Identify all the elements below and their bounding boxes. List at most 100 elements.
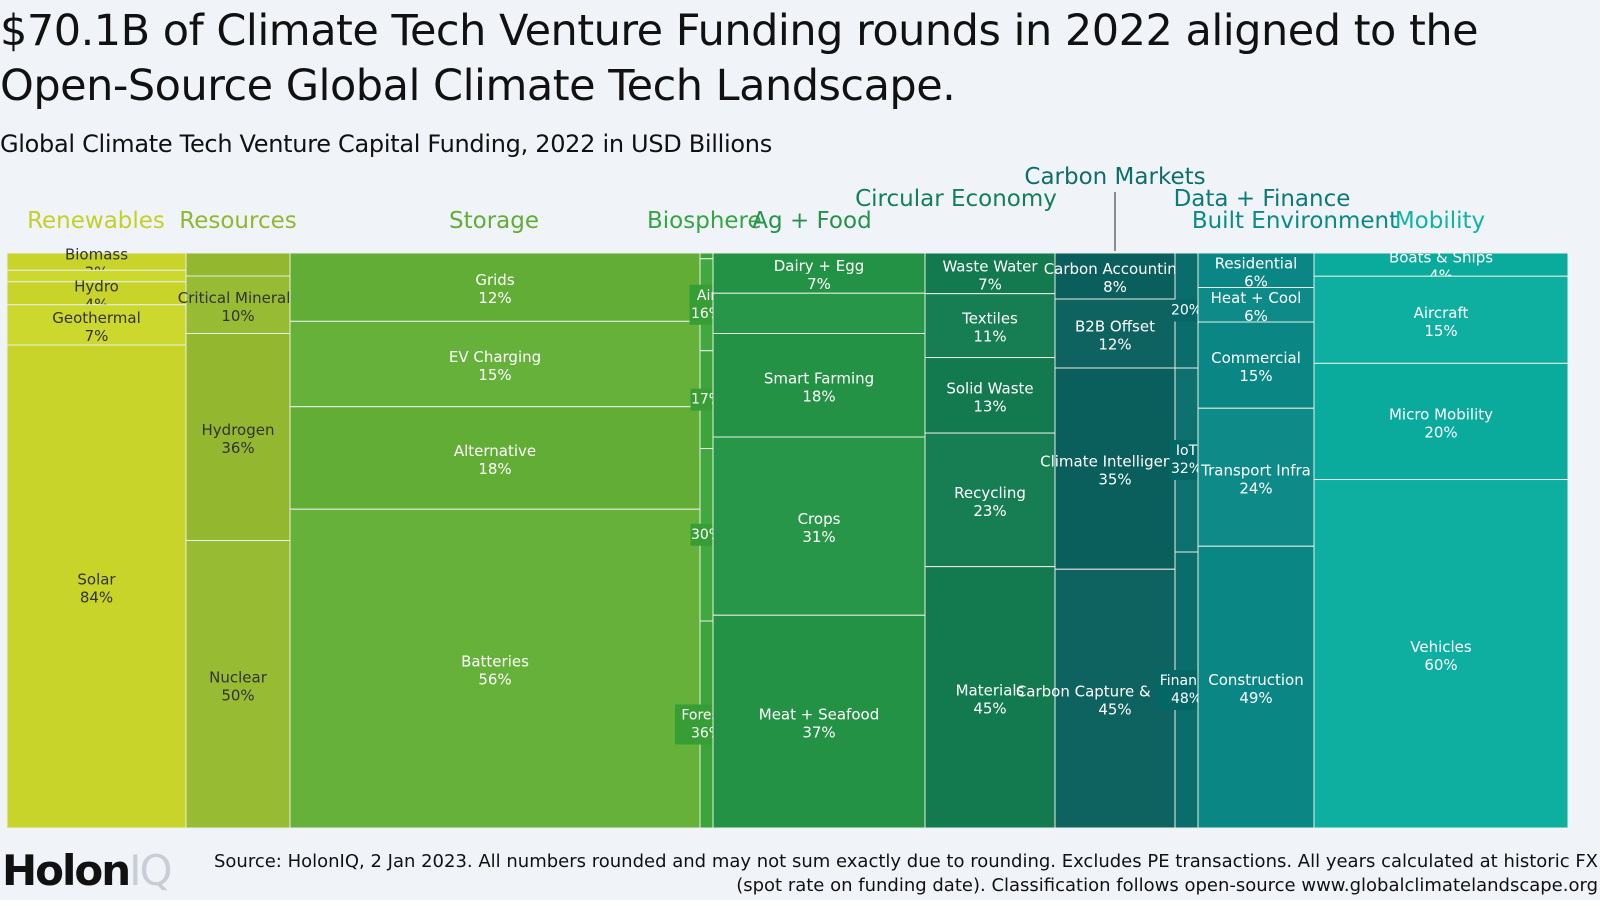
tile-label-name: Waste Water [942, 257, 1038, 275]
tile-label-value: 20% [1424, 423, 1457, 441]
tile-label-value: 15% [478, 366, 511, 384]
tile-label-value: 49% [1239, 689, 1272, 707]
sector-label-carbon-markets: Carbon Markets [1024, 164, 1205, 190]
tile-label-value: 84% [80, 589, 113, 607]
tile-resources-0 [185, 252, 291, 277]
tile-label-name: Transport Infra [1200, 461, 1311, 479]
sector-label-storage: Storage [449, 208, 539, 234]
tile-ag-food-4 [712, 614, 926, 829]
tile-label-value: 37% [802, 724, 835, 742]
tile-ag-food-0 [712, 252, 926, 294]
tile-label-value: 23% [973, 502, 1006, 520]
tile-label-value: 36% [221, 439, 254, 457]
tile-label-value: 48% [1171, 691, 1202, 707]
tile-renewables-4 [6, 344, 187, 829]
tile-label-name: Alternative [454, 442, 536, 460]
tile-label-value: 45% [1098, 701, 1131, 719]
tile-storage-3 [289, 508, 701, 829]
tile-label-value: 7% [978, 275, 1002, 293]
tile-label-name: Biomass [65, 246, 128, 264]
tile-label-name: Boats & Ships [1389, 249, 1493, 267]
tile-label-name: Micro Mobility [1389, 405, 1493, 423]
tile-ag-food-3 [712, 436, 926, 616]
tile-label-value: 20% [1171, 303, 1202, 319]
tile-built-environment-2 [1197, 321, 1315, 409]
sector-label-circular-economy: Circular Economy [855, 186, 1057, 212]
tile-label-value: 12% [1098, 336, 1131, 354]
tile-label-value: 8% [1103, 278, 1127, 296]
tile-label-name: Recycling [954, 484, 1026, 502]
tile-label-name: Commercial [1211, 349, 1301, 367]
tile-label-value: 11% [973, 328, 1006, 346]
tile-label-value: 35% [1098, 471, 1131, 489]
tile-circular-economy-4 [924, 566, 1056, 829]
tile-built-environment-4 [1197, 545, 1315, 829]
tile-label-value: 13% [973, 397, 1006, 415]
tile-label-value: 10% [221, 307, 254, 325]
tile-label-value: 60% [1424, 656, 1457, 674]
tile-biosphere-0 [699, 252, 714, 260]
tile-label-name: Climate Intelligence [1040, 453, 1190, 471]
sector-label-ag-food: Ag + Food [752, 208, 871, 234]
tile-label-name: Residential [1215, 254, 1298, 272]
tile-ag-food-2 [712, 333, 926, 438]
tile-label-name: Solid Waste [946, 379, 1033, 397]
tile-label-value: 7% [85, 327, 109, 345]
treemap-chart: RenewablesBiomass3%Hydro4%Geothermal7%So… [6, 164, 1569, 829]
source-note: Source: HolonIQ, 2 Jan 2023. All numbers… [213, 851, 1598, 896]
tile-label-name: Aircraft [1414, 304, 1469, 322]
tile-label-value: 15% [1424, 322, 1457, 340]
tile-label-name: Crops [798, 510, 841, 528]
tile-label-name: Carbon Accounting [1044, 260, 1187, 278]
tile-built-environment-3 [1197, 407, 1315, 547]
tile-label-name: Meat + Seafood [759, 706, 879, 724]
logo-iq: IQ [129, 846, 172, 895]
tile-circular-economy-1 [924, 293, 1056, 359]
tile-label-name: Critical Minerals [178, 289, 299, 307]
tile-label-value: 45% [973, 699, 1006, 717]
tile-carbon-markets-1 [1054, 298, 1176, 369]
tile-label-name: IoT [1176, 443, 1198, 459]
tile-label-bg [1170, 299, 1203, 322]
tile-label-value: 12% [478, 289, 511, 307]
tile-circular-economy-0 [924, 252, 1056, 295]
tile-label-name: Construction [1208, 671, 1304, 689]
tile-label-value: 6% [1244, 307, 1268, 325]
tile-resources-1 [185, 275, 291, 334]
tile-label-value: 31% [802, 528, 835, 546]
sector-label-biosphere: Biosphere [647, 208, 762, 234]
tile-label-value: 56% [478, 671, 511, 689]
logo-main: Holon [2, 846, 131, 895]
tile-label-value: 18% [478, 460, 511, 478]
tile-label-value: 50% [221, 686, 254, 704]
tile-mobility-3 [1313, 479, 1569, 829]
tile-carbon-markets-2 [1054, 367, 1176, 570]
tile-label-name: B2B Offset [1075, 318, 1155, 336]
tile-label-value: 7% [807, 275, 831, 293]
tile-mobility-2 [1313, 362, 1569, 481]
tile-storage-2 [289, 406, 701, 510]
sector-label-mobility: Mobility [1395, 208, 1485, 234]
tile-storage-0 [289, 252, 701, 322]
tile-label-name: Textiles [961, 310, 1018, 328]
tile-label-name: Nuclear [209, 668, 268, 686]
tile-ag-food-1 [712, 292, 926, 334]
tile-label-name: Air [697, 288, 716, 304]
sector-label-built-environment: Built Environment [1192, 208, 1398, 234]
tile-label-value: 18% [802, 387, 835, 405]
tile-label-name: Hydro [74, 277, 119, 295]
holoniq-logo: HolonIQ [2, 846, 173, 895]
chart-subtitle: Global Climate Tech Venture Capital Fund… [0, 130, 772, 158]
sector-label-data-finance: Data + Finance [1174, 186, 1351, 212]
tile-label-name: Batteries [461, 653, 529, 671]
tile-label-name: Vehicles [1410, 638, 1472, 656]
tile-label-value: 24% [1239, 479, 1272, 497]
tile-label-name: Hydrogen [202, 421, 275, 439]
tile-label-value: 6% [1244, 272, 1268, 290]
chart-title: $70.1B of Climate Tech Venture Funding r… [0, 6, 1479, 111]
tile-label-name: Dairy + Egg [774, 257, 865, 275]
tile-resources-3 [185, 540, 291, 829]
tile-label-name: Solar [77, 571, 116, 589]
tile-label-name: Heat + Cool [1211, 289, 1302, 307]
tile-label-name: Materials [956, 681, 1025, 699]
